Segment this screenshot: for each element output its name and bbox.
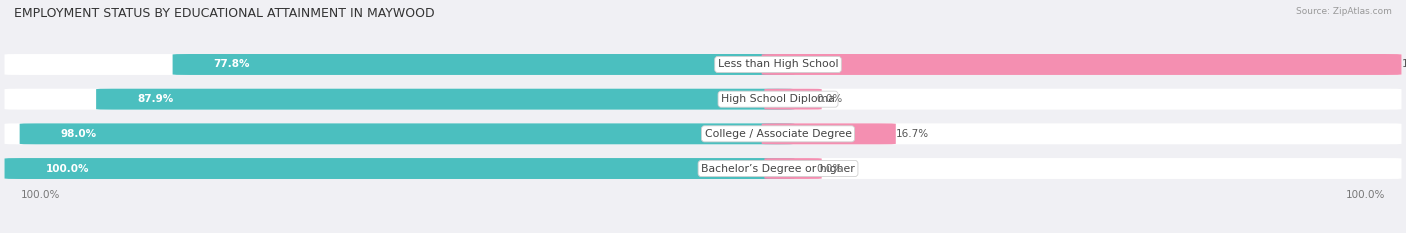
Text: High School Diploma: High School Diploma [721, 94, 835, 104]
Text: 77.8%: 77.8% [214, 59, 250, 69]
Text: 87.9%: 87.9% [136, 94, 173, 104]
Text: 98.0%: 98.0% [60, 129, 97, 139]
Text: Source: ZipAtlas.com: Source: ZipAtlas.com [1296, 7, 1392, 16]
FancyBboxPatch shape [762, 54, 1402, 75]
Text: 100.0%: 100.0% [1402, 59, 1406, 69]
FancyBboxPatch shape [96, 89, 794, 110]
FancyBboxPatch shape [4, 158, 794, 179]
FancyBboxPatch shape [4, 54, 1402, 75]
Text: 100.0%: 100.0% [1346, 190, 1385, 200]
Text: 100.0%: 100.0% [21, 190, 60, 200]
FancyBboxPatch shape [765, 158, 821, 179]
FancyBboxPatch shape [173, 54, 794, 75]
Text: 0.0%: 0.0% [817, 94, 842, 104]
Text: 16.7%: 16.7% [896, 129, 929, 139]
Text: 0.0%: 0.0% [817, 164, 842, 174]
FancyBboxPatch shape [4, 123, 1402, 144]
Text: EMPLOYMENT STATUS BY EDUCATIONAL ATTAINMENT IN MAYWOOD: EMPLOYMENT STATUS BY EDUCATIONAL ATTAINM… [14, 7, 434, 20]
FancyBboxPatch shape [765, 89, 821, 110]
Text: Less than High School: Less than High School [718, 59, 838, 69]
Text: College / Associate Degree: College / Associate Degree [704, 129, 852, 139]
FancyBboxPatch shape [4, 89, 1402, 110]
Text: Bachelor’s Degree or higher: Bachelor’s Degree or higher [702, 164, 855, 174]
FancyBboxPatch shape [20, 123, 794, 144]
FancyBboxPatch shape [762, 123, 896, 144]
Text: 100.0%: 100.0% [45, 164, 89, 174]
FancyBboxPatch shape [4, 158, 1402, 179]
